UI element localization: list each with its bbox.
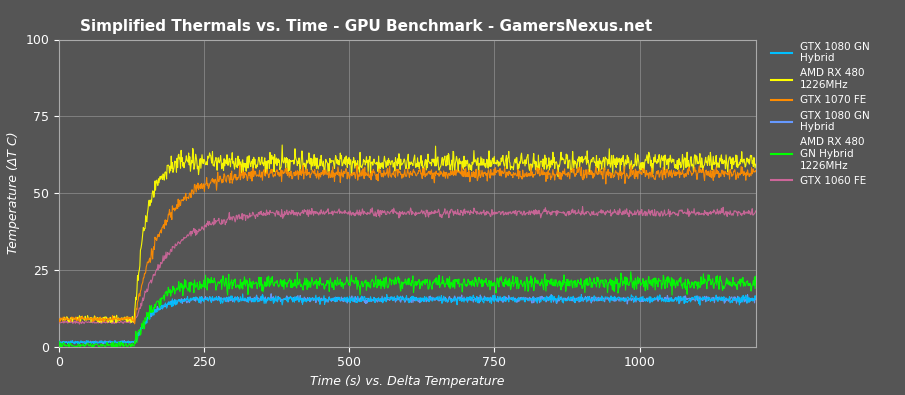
AMD RX 480
GN Hybrid
1226MHz bbox=[750, 274, 761, 279]
GTX 1060 FE bbox=[357, 211, 367, 216]
GTX 1080 GN
Hybrid bbox=[53, 339, 64, 344]
GTX 1070 FE bbox=[750, 168, 761, 173]
X-axis label: Time (s) vs. Delta Temperature: Time (s) vs. Delta Temperature bbox=[310, 375, 505, 388]
Line: GTX 1080 GN
Hybrid: GTX 1080 GN Hybrid bbox=[59, 294, 756, 344]
AMD RX 480
1226MHz bbox=[172, 156, 183, 161]
GTX 1080 GN
Hybrid bbox=[421, 295, 432, 299]
GTX 1080 GN
Hybrid bbox=[81, 342, 91, 347]
AMD RX 480
1226MHz bbox=[435, 164, 446, 169]
GTX 1070 FE bbox=[147, 250, 157, 254]
AMD RX 480
GN Hybrid
1226MHz bbox=[434, 283, 445, 288]
Line: AMD RX 480
GN Hybrid
1226MHz: AMD RX 480 GN Hybrid 1226MHz bbox=[59, 272, 756, 347]
AMD RX 480
1226MHz bbox=[421, 167, 432, 172]
GTX 1080 GN
Hybrid bbox=[147, 312, 157, 317]
GTX 1060 FE bbox=[577, 204, 588, 209]
GTX 1080 GN
Hybrid bbox=[290, 297, 300, 301]
GTX 1060 FE bbox=[147, 278, 157, 283]
GTX 1080 GN
Hybrid bbox=[237, 292, 248, 296]
Line: GTX 1070 FE: GTX 1070 FE bbox=[59, 165, 756, 324]
GTX 1080 GN
Hybrid bbox=[172, 302, 183, 307]
GTX 1080 GN
Hybrid bbox=[435, 297, 446, 302]
GTX 1060 FE bbox=[420, 214, 431, 219]
GTX 1080 GN
Hybrid bbox=[290, 294, 300, 299]
Y-axis label: Temperature (ΔT C): Temperature (ΔT C) bbox=[7, 132, 20, 254]
AMD RX 480
1226MHz bbox=[290, 147, 300, 151]
AMD RX 480
GN Hybrid
1226MHz bbox=[357, 279, 367, 284]
AMD RX 480
GN Hybrid
1226MHz bbox=[289, 282, 300, 287]
GTX 1080 GN
Hybrid bbox=[750, 297, 761, 301]
GTX 1060 FE bbox=[750, 209, 761, 213]
Line: AMD RX 480
1226MHz: AMD RX 480 1226MHz bbox=[59, 145, 756, 323]
GTX 1070 FE bbox=[172, 202, 183, 207]
GTX 1080 GN
Hybrid bbox=[435, 298, 446, 303]
GTX 1080 GN
Hybrid bbox=[266, 292, 277, 296]
GTX 1070 FE bbox=[435, 172, 446, 177]
Line: GTX 1080 GN
Hybrid: GTX 1080 GN Hybrid bbox=[59, 294, 756, 344]
AMD RX 480
GN Hybrid
1226MHz bbox=[625, 269, 636, 274]
AMD RX 480
1226MHz bbox=[110, 320, 121, 325]
AMD RX 480
1226MHz bbox=[277, 143, 288, 147]
GTX 1080 GN
Hybrid bbox=[172, 300, 183, 305]
AMD RX 480
1226MHz bbox=[750, 162, 761, 167]
GTX 1060 FE bbox=[434, 214, 445, 219]
GTX 1060 FE bbox=[53, 321, 64, 325]
AMD RX 480
1226MHz bbox=[357, 163, 367, 167]
GTX 1080 GN
Hybrid bbox=[357, 298, 367, 303]
Line: GTX 1060 FE: GTX 1060 FE bbox=[59, 207, 756, 324]
AMD RX 480
GN Hybrid
1226MHz bbox=[172, 286, 183, 291]
GTX 1080 GN
Hybrid bbox=[421, 299, 432, 304]
GTX 1070 FE bbox=[421, 171, 432, 176]
GTX 1080 GN
Hybrid bbox=[70, 342, 81, 346]
GTX 1070 FE bbox=[290, 173, 300, 178]
GTX 1060 FE bbox=[172, 242, 183, 247]
GTX 1070 FE bbox=[129, 322, 140, 326]
GTX 1070 FE bbox=[53, 316, 64, 321]
GTX 1060 FE bbox=[74, 322, 85, 327]
AMD RX 480
GN Hybrid
1226MHz bbox=[53, 339, 64, 344]
AMD RX 480
GN Hybrid
1226MHz bbox=[147, 310, 157, 315]
GTX 1070 FE bbox=[357, 171, 367, 176]
AMD RX 480
GN Hybrid
1226MHz bbox=[420, 277, 431, 282]
GTX 1080 GN
Hybrid bbox=[750, 297, 761, 302]
Text: Simplified Thermals vs. Time - GPU Benchmark - GamersNexus.net: Simplified Thermals vs. Time - GPU Bench… bbox=[80, 19, 653, 34]
GTX 1060 FE bbox=[289, 211, 300, 216]
AMD RX 480
1226MHz bbox=[147, 193, 157, 198]
AMD RX 480
1226MHz bbox=[53, 319, 64, 324]
GTX 1080 GN
Hybrid bbox=[147, 313, 157, 318]
GTX 1080 GN
Hybrid bbox=[53, 339, 64, 343]
GTX 1070 FE bbox=[234, 163, 245, 167]
GTX 1080 GN
Hybrid bbox=[357, 295, 367, 299]
AMD RX 480
GN Hybrid
1226MHz bbox=[55, 344, 66, 349]
Legend: GTX 1080 GN
Hybrid, AMD RX 480
1226MHz, GTX 1070 FE, GTX 1080 GN
Hybrid, AMD RX : GTX 1080 GN Hybrid, AMD RX 480 1226MHz, … bbox=[767, 39, 873, 189]
